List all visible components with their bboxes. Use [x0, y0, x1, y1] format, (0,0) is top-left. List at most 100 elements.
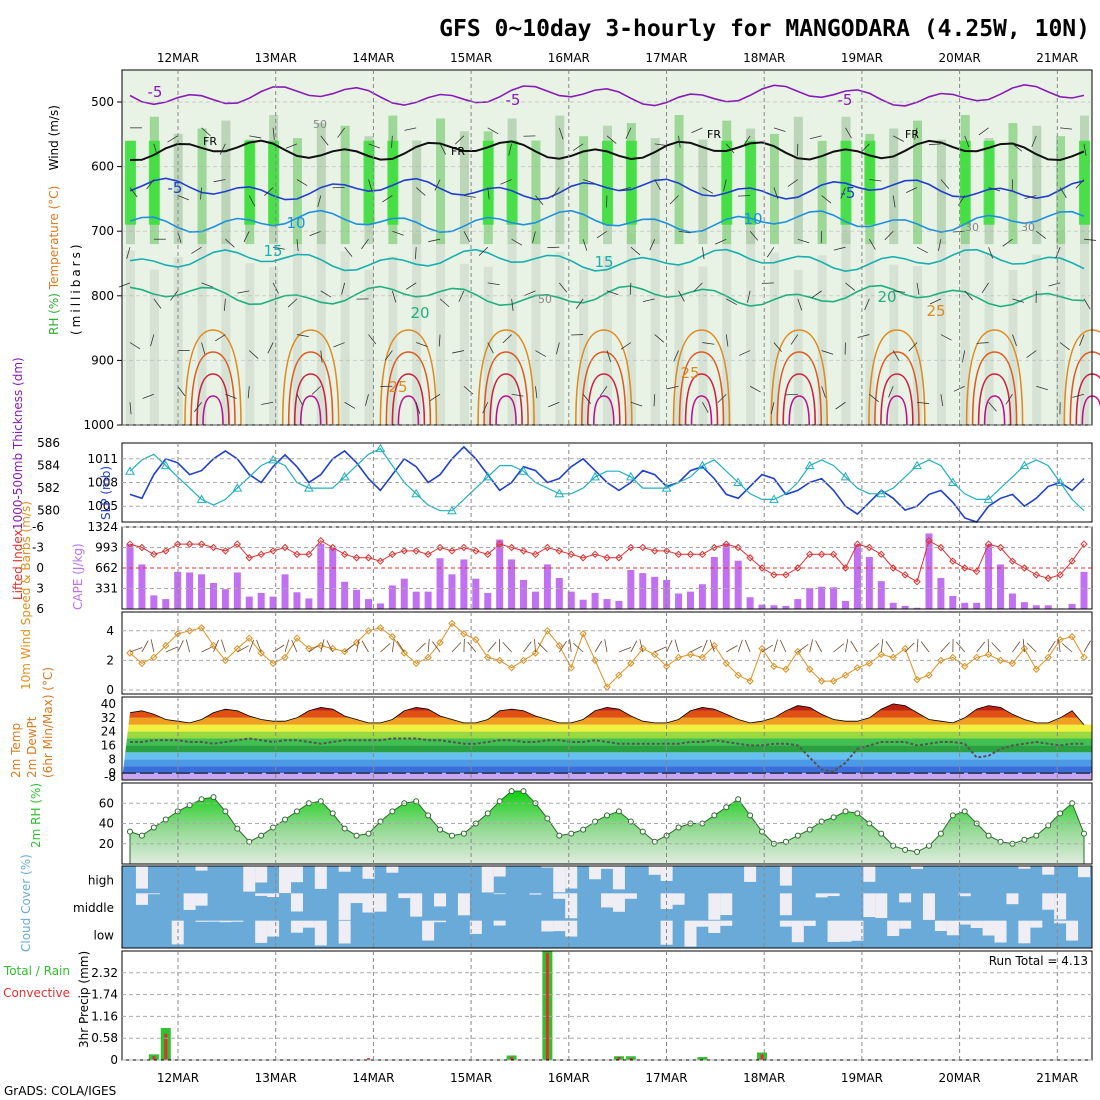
- rh-shade-lower: [889, 264, 899, 425]
- wind-barb: [405, 282, 417, 290]
- thickness-marker: [375, 443, 386, 453]
- rh-shade-mid: [459, 131, 469, 245]
- rh-marker: [329, 810, 336, 817]
- cloud-gap-high: [1018, 866, 1031, 869]
- cloud-gap-high: [135, 866, 148, 889]
- wind-barb: [428, 238, 441, 243]
- cape-bar: [651, 576, 659, 609]
- cloud-gap-low: [541, 920, 554, 932]
- cape-bar: [913, 607, 921, 609]
- rh-marker: [747, 812, 754, 819]
- wind-barb: [940, 394, 944, 407]
- surface-isotherm-arc: [971, 351, 1018, 426]
- wind-barb-10m: [1062, 643, 1073, 653]
- wind-barb-10m: [320, 639, 325, 653]
- date-label-top: 13MAR: [255, 51, 297, 65]
- wind-speed-marker: [674, 653, 683, 662]
- rh-marker: [794, 832, 801, 839]
- surface-isotherm-arc: [983, 395, 1006, 426]
- rh-marker: [150, 824, 157, 831]
- wind-barb: [439, 143, 447, 155]
- cape-bar: [1080, 571, 1088, 609]
- rh-shade-mid: [579, 136, 589, 245]
- wind-barb: [1060, 127, 1073, 130]
- date-label-bottom: 17MAR: [645, 1071, 687, 1085]
- surface-isotherm-arc: [385, 351, 432, 426]
- temp-tick-label: 16: [101, 738, 116, 752]
- rh-marker: [365, 830, 372, 837]
- wind-barb-10m: [380, 643, 391, 653]
- pressure-tick-label: 800: [91, 289, 114, 303]
- contour-label: 25: [926, 302, 945, 320]
- wind-barb: [237, 290, 250, 294]
- rh-marker: [615, 808, 622, 815]
- surface-isotherm-arc: [575, 329, 633, 426]
- surface-isotherm-arc: [293, 373, 328, 426]
- rh-shade-high: [745, 140, 757, 225]
- temp-band: [122, 710, 1092, 718]
- wind-barb-10m: [702, 639, 708, 653]
- slp-tick-label: 1008: [87, 476, 118, 490]
- lifted-index-marker: [686, 550, 695, 559]
- wind-barb: [309, 230, 321, 237]
- cloud-gap-high: [243, 866, 256, 892]
- cape-bar: [353, 589, 361, 609]
- wind-barb: [361, 238, 369, 250]
- rh-shade-mid: [412, 140, 422, 245]
- wind-barb-10m: [797, 644, 809, 653]
- wind-speed-marker: [662, 662, 671, 671]
- wind-speed-marker: [1068, 633, 1076, 641]
- wind-tick-label: 0: [106, 683, 114, 697]
- temp-band: [122, 773, 1092, 780]
- cape-bar: [663, 579, 671, 609]
- lifted-index-marker: [1056, 571, 1064, 579]
- lifted-index-marker: [305, 550, 313, 559]
- rh-tick-label: 40: [99, 817, 114, 831]
- wind-barb: [368, 334, 377, 345]
- cloud-gap-low: [708, 920, 721, 933]
- wind-speed-marker: [1056, 635, 1064, 644]
- rh-shade-lower: [126, 250, 135, 425]
- wind-speed-marker: [853, 664, 862, 672]
- cloud-gap-middle: [612, 893, 625, 912]
- temp-band: [122, 731, 1092, 739]
- wind-barb: [225, 238, 235, 248]
- wind-barb: [153, 298, 162, 309]
- wind-barb: [625, 127, 632, 139]
- wind-barb: [914, 127, 918, 140]
- lifted-index-marker: [794, 564, 802, 572]
- rh-shade-mid: [197, 128, 207, 245]
- thickness-marker: [304, 483, 314, 492]
- wind-barb: [511, 238, 523, 246]
- contour-label: 50: [313, 118, 327, 131]
- wind-barb: [200, 187, 202, 200]
- wind-barb-10m: [1022, 639, 1025, 653]
- rh-marker: [937, 830, 944, 837]
- thickness-marker: [554, 488, 565, 498]
- rh-marker: [627, 818, 634, 825]
- cloud-gap-middle: [553, 893, 566, 899]
- rh-marker: [639, 828, 646, 835]
- wind-barb: [502, 334, 512, 344]
- lifted-index-marker: [376, 557, 385, 565]
- cape-bar: [627, 569, 635, 609]
- wind-barb: [908, 342, 918, 352]
- temp-ylabel: 2m DewPt: [25, 716, 39, 778]
- wind-barb: [511, 298, 514, 311]
- rh-shade-lower: [936, 241, 946, 425]
- wind-barb: [642, 298, 655, 302]
- wind-barb: [1083, 143, 1087, 156]
- lifted-index-marker: [162, 547, 170, 555]
- wind-speed-marker: [519, 656, 528, 665]
- footer-credit: GrADS: COLA/IGES: [4, 1084, 116, 1098]
- pressure-tick-label: 700: [91, 224, 114, 238]
- lifted-index-marker: [877, 550, 885, 559]
- surface-isotherm-arc: [965, 329, 1024, 426]
- wind-barb: [1005, 394, 1013, 405]
- rh-shade-lower: [1056, 232, 1066, 425]
- temp-band: [122, 745, 1092, 753]
- rh-marker: [448, 832, 455, 839]
- rh-shade-lower: [364, 269, 374, 425]
- lifted-index-marker: [841, 564, 850, 572]
- wind-barb-10m: [467, 641, 477, 653]
